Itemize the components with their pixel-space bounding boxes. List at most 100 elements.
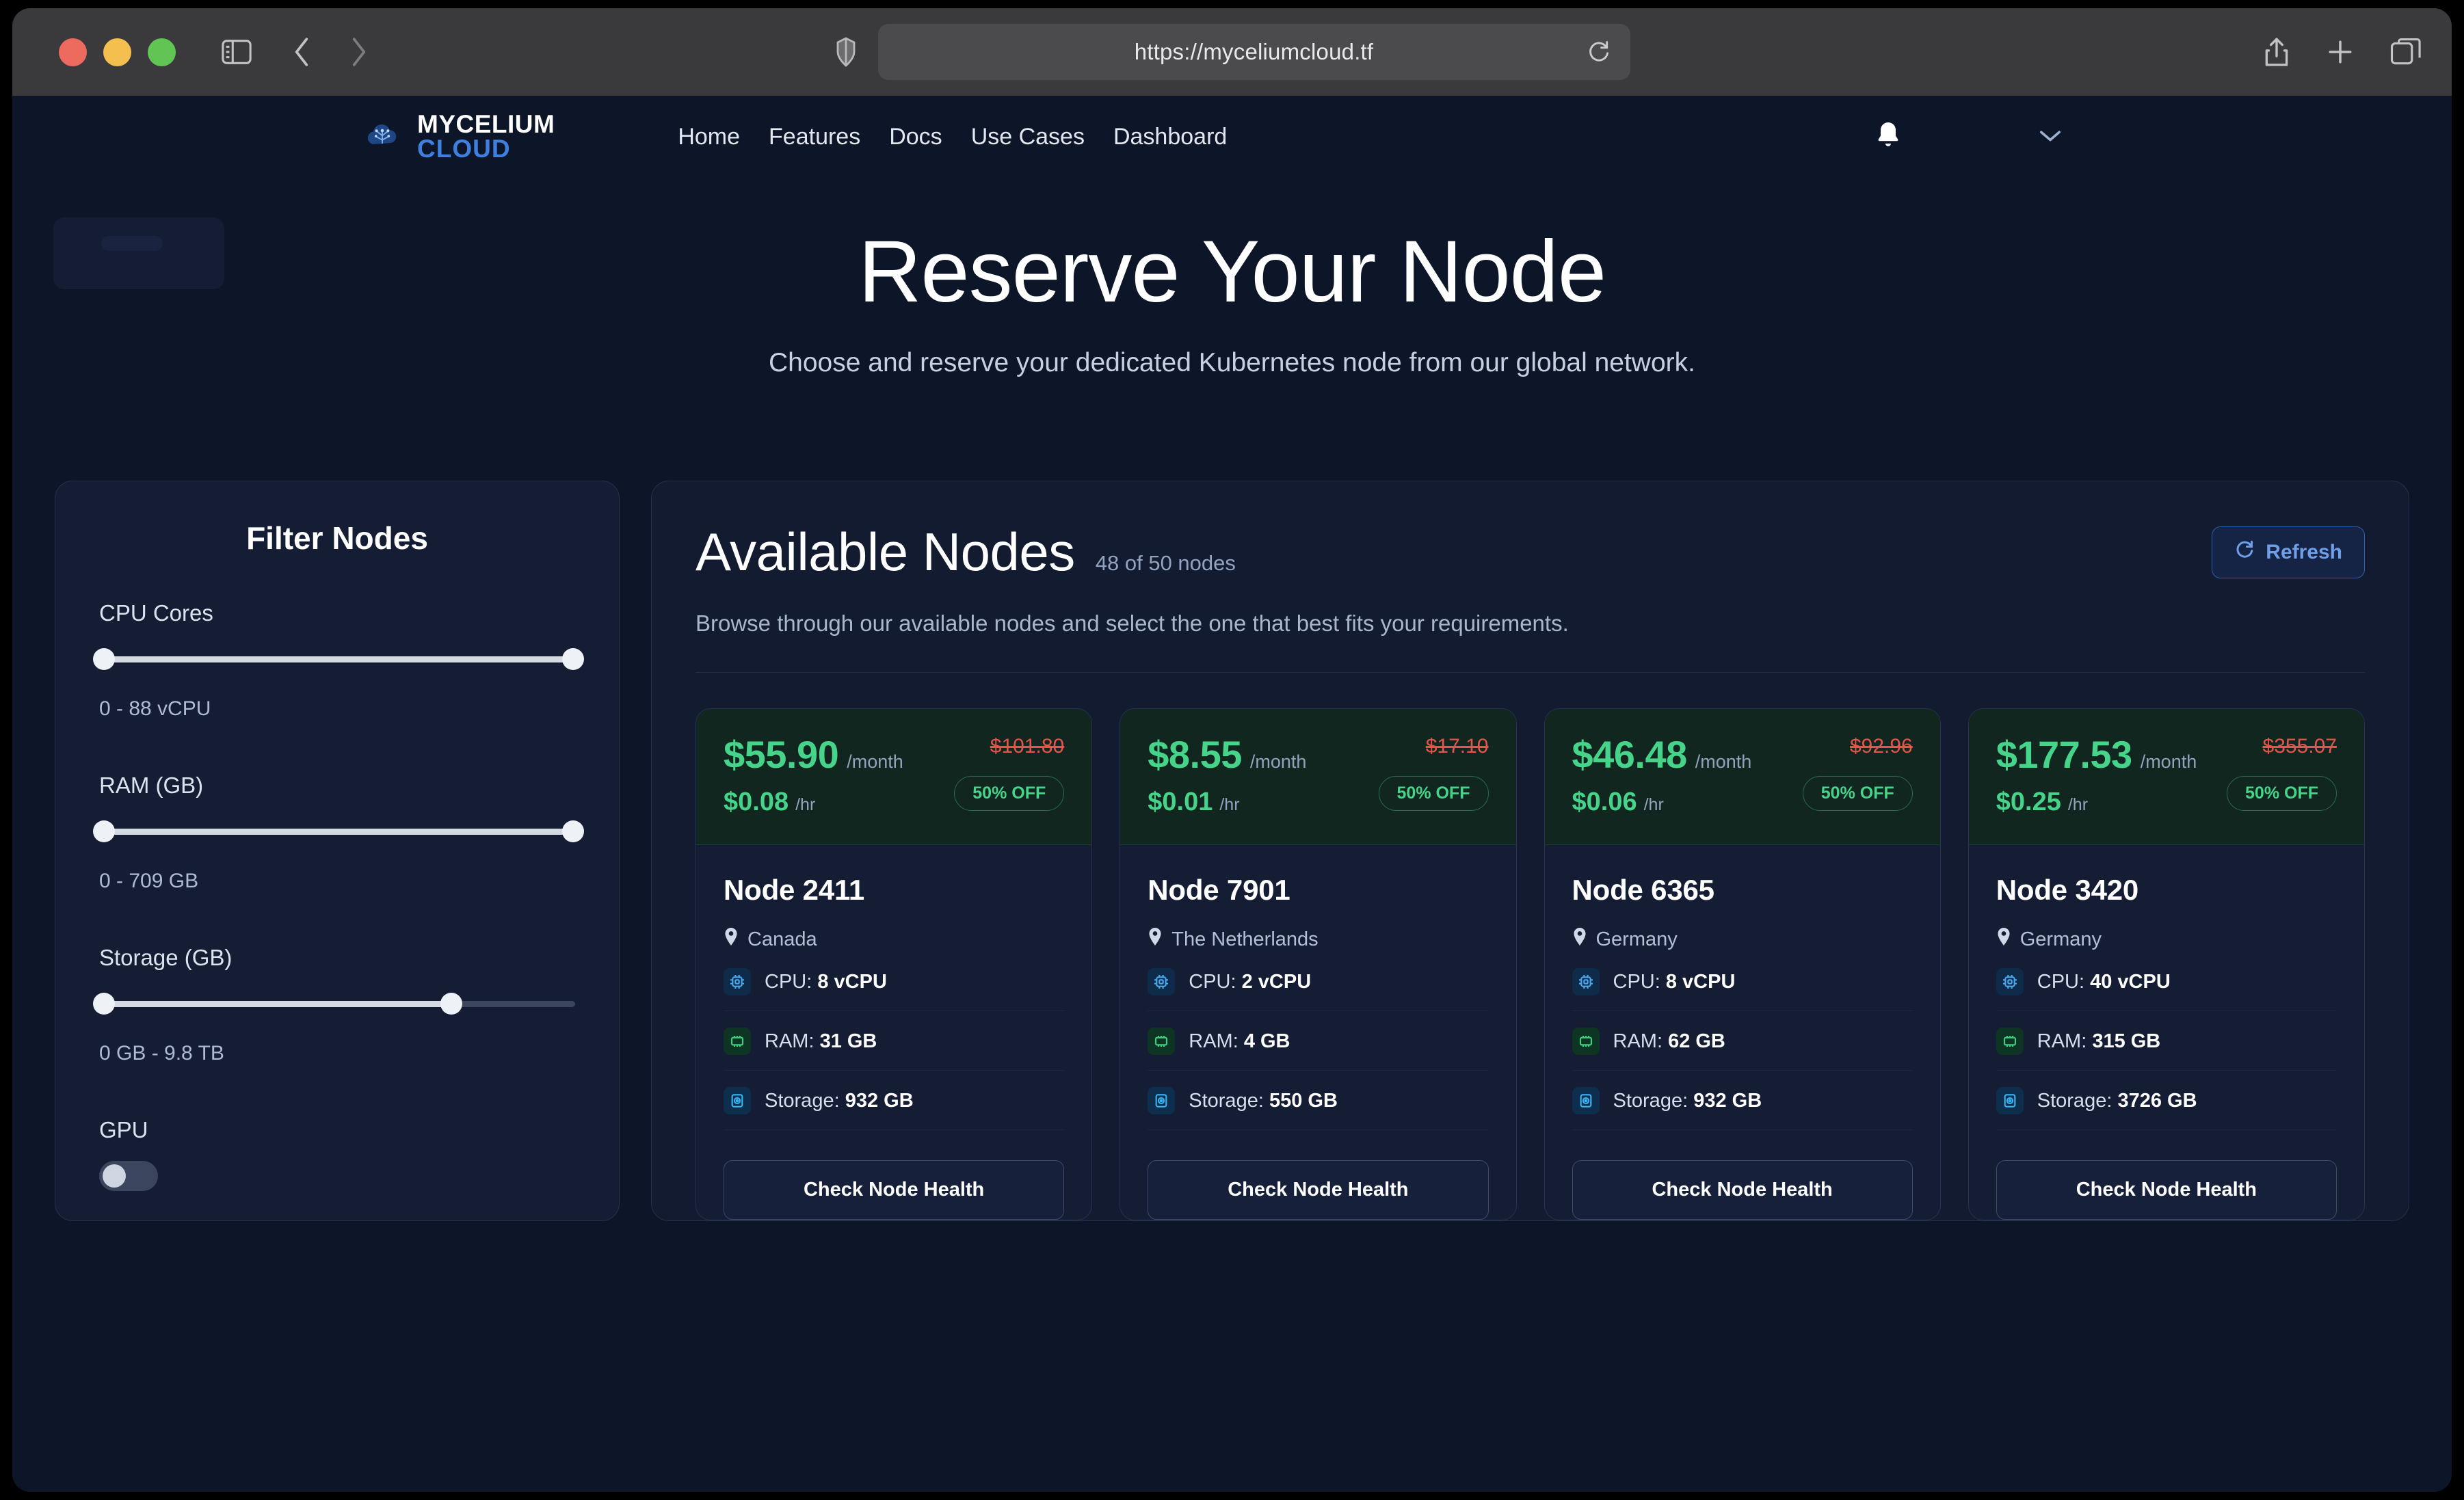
- hero-section: Reserve Your Node Choose and reserve you…: [12, 178, 2452, 378]
- reload-icon[interactable]: [1587, 40, 1611, 64]
- hard-drive-icon: [1572, 1087, 1600, 1115]
- spec-ram-label: RAM: 4 GB: [1189, 1030, 1290, 1052]
- chevron-down-icon[interactable]: [2039, 128, 2062, 146]
- card-body: Node 7901 The Netherlands: [1120, 845, 1515, 1220]
- price-original: $101.80: [990, 735, 1065, 758]
- price-hourly-row: $0.25 /hr: [1996, 788, 2337, 817]
- price-original: $355.07: [2262, 735, 2337, 758]
- discount-badge: 50% OFF: [2227, 776, 2337, 812]
- filter-ram: RAM (GB) 0 - 709 GB: [92, 773, 584, 893]
- site-logo[interactable]: MYCELIUM CLOUD: [361, 112, 555, 161]
- nodes-subtitle: Browse through our available nodes and s…: [696, 611, 1569, 637]
- storage-range-slider[interactable]: [92, 993, 575, 1015]
- filter-label-gpu: GPU: [99, 1117, 148, 1143]
- slider-knob-max[interactable]: [561, 648, 584, 671]
- spec-cpu-label: CPU: 40 vCPU: [2037, 970, 2171, 993]
- spec-cpu: CPU: 40 vCPU: [1996, 968, 2337, 1012]
- price-hourly: $0.25: [1996, 788, 2061, 817]
- spec-cpu: CPU: 2 vCPU: [1148, 968, 1489, 1012]
- slider-knob-max[interactable]: [561, 820, 584, 843]
- filter-range-cpu: 0 - 88 vCPU: [99, 697, 211, 721]
- spec-storage: Storage: 932 GB: [1572, 1087, 1913, 1131]
- node-card[interactable]: $55.90 /month $101.80 $0.08 /hr 50% OFF: [696, 708, 1093, 1221]
- price-monthly-row: $177.53 /month: [1996, 732, 2337, 777]
- forward-arrow-icon[interactable]: [347, 35, 370, 69]
- shield-icon[interactable]: [834, 37, 858, 67]
- slider-knob-max[interactable]: [440, 993, 463, 1015]
- filter-range-storage: 0 GB - 9.8 TB: [99, 1042, 224, 1065]
- node-card[interactable]: $8.55 /month $17.10 $0.01 /hr 50% OFF N: [1120, 708, 1517, 1221]
- node-location: The Netherlands: [1148, 927, 1488, 952]
- spec-storage: Storage: 932 GB: [724, 1087, 1065, 1131]
- node-name: Node 2411: [724, 874, 864, 907]
- toolbar-actions: [2263, 36, 2422, 68]
- node-card[interactable]: $46.48 /month $92.96 $0.06 /hr 50% OFF: [1544, 708, 1941, 1221]
- gpu-toggle-row: [99, 1161, 575, 1192]
- tabs-overview-icon[interactable]: [2390, 38, 2422, 66]
- filter-label-storage: Storage (GB): [99, 945, 233, 971]
- cpu-range-slider[interactable]: [92, 648, 584, 671]
- check-node-health-button[interactable]: Check Node Health: [1996, 1160, 2337, 1220]
- sidebar-toggle-icon[interactable]: [221, 38, 252, 66]
- filter-range-ram: 0 - 709 GB: [99, 870, 199, 893]
- bell-icon[interactable]: [1875, 120, 1902, 154]
- url-input[interactable]: https://myceliumcloud.tf: [877, 24, 1630, 80]
- filter-gpu: GPU: [99, 1117, 575, 1192]
- price-monthly: $8.55: [1148, 733, 1242, 777]
- ram-range-slider[interactable]: [92, 820, 584, 843]
- spec-ram-label: RAM: 62 GB: [1613, 1030, 1725, 1052]
- filter-label-ram: RAM (GB): [99, 773, 204, 799]
- close-window-button[interactable]: [59, 38, 87, 66]
- nav-item-home[interactable]: Home: [678, 123, 741, 150]
- price-hourly-period: /hr: [795, 795, 816, 815]
- node-location-label: The Netherlands: [1171, 928, 1319, 950]
- decorative-panel: [53, 217, 224, 289]
- price-monthly: $177.53: [1996, 733, 2132, 777]
- discount-badge: 50% OFF: [1378, 776, 1489, 812]
- spec-ram-label: RAM: 315 GB: [2037, 1030, 2161, 1052]
- nodes-panel: Available Nodes 48 of 50 nodes Refresh B…: [651, 481, 2409, 1222]
- address-bar-group: https://myceliumcloud.tf: [834, 24, 1630, 80]
- filter-label-cpu: CPU Cores: [99, 600, 213, 626]
- price-monthly-row: $55.90 /month: [724, 732, 1064, 777]
- spec-storage: Storage: 3726 GB: [1996, 1087, 2337, 1131]
- nav-item-dashboard[interactable]: Dashboard: [1113, 123, 1228, 150]
- price-original: $92.96: [1849, 735, 1913, 758]
- back-arrow-icon[interactable]: [291, 35, 314, 69]
- memory-icon: [1572, 1028, 1600, 1056]
- maximize-window-button[interactable]: [148, 38, 176, 66]
- web-page: MYCELIUM CLOUD Home Features Docs Use Ca…: [12, 96, 2452, 1492]
- refresh-button[interactable]: Refresh: [2212, 526, 2365, 578]
- slider-knob-min[interactable]: [92, 648, 115, 671]
- slider-fill: [99, 1001, 452, 1008]
- price-monthly-row: $46.48 /month: [1572, 732, 1913, 777]
- node-card[interactable]: $177.53 /month $355.07 $0.25 /hr 50% OFF: [1968, 708, 2365, 1221]
- spec-ram-label: RAM: 31 GB: [765, 1030, 877, 1052]
- check-node-health-button[interactable]: Check Node Health: [1572, 1160, 1913, 1220]
- card-price-header: $8.55 /month $17.10 $0.01 /hr 50% OFF: [1120, 709, 1516, 846]
- gpu-toggle[interactable]: [99, 1161, 158, 1192]
- nav-item-docs[interactable]: Docs: [889, 123, 942, 150]
- nodes-count-badge: 48 of 50 nodes: [1095, 551, 1236, 576]
- plus-icon[interactable]: [2326, 38, 2355, 66]
- check-node-health-button[interactable]: Check Node Health: [724, 1160, 1065, 1220]
- page-subtitle: Choose and reserve your dedicated Kubern…: [769, 348, 1695, 378]
- spec-cpu-label: CPU: 8 vCPU: [1613, 970, 1736, 993]
- minimize-window-button[interactable]: [103, 38, 131, 66]
- hard-drive-icon: [1148, 1087, 1176, 1115]
- map-pin-icon: [1996, 927, 2011, 952]
- share-icon[interactable]: [2263, 36, 2290, 68]
- nav-item-use-cases[interactable]: Use Cases: [970, 123, 1085, 150]
- browser-window: https://myceliumcloud.tf: [12, 8, 2452, 1492]
- price-hourly-period: /hr: [2067, 795, 2089, 815]
- price-monthly-period: /month: [2140, 751, 2197, 773]
- check-node-health-button[interactable]: Check Node Health: [1148, 1160, 1489, 1220]
- brand-line-2: CLOUD: [417, 135, 511, 163]
- spec-ram: RAM: 4 GB: [1148, 1028, 1489, 1071]
- refresh-icon: [2234, 539, 2255, 565]
- nav-item-features[interactable]: Features: [769, 123, 861, 150]
- mycelium-logo-icon: [361, 116, 403, 158]
- slider-knob-min[interactable]: [92, 993, 115, 1015]
- spec-cpu-label: CPU: 8 vCPU: [765, 970, 887, 993]
- slider-knob-min[interactable]: [92, 820, 115, 843]
